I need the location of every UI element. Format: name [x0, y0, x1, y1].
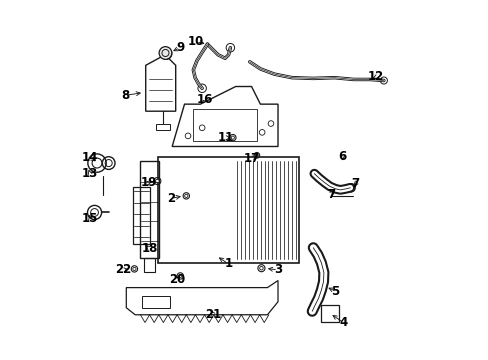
- Circle shape: [159, 47, 171, 59]
- Circle shape: [255, 154, 258, 157]
- Circle shape: [348, 186, 352, 190]
- Text: 18: 18: [142, 242, 158, 255]
- Circle shape: [163, 51, 169, 57]
- Bar: [142, 296, 170, 309]
- Bar: [321, 305, 338, 322]
- Text: 5: 5: [331, 285, 339, 298]
- Text: 1: 1: [224, 257, 232, 270]
- Circle shape: [231, 136, 234, 139]
- Text: 7: 7: [326, 188, 334, 201]
- Text: 13: 13: [81, 167, 98, 180]
- Text: 8: 8: [121, 89, 129, 102]
- Text: 3: 3: [273, 264, 282, 276]
- Text: 4: 4: [339, 316, 347, 329]
- Text: 17: 17: [244, 152, 260, 165]
- Text: 9: 9: [176, 41, 184, 54]
- Text: 21: 21: [205, 308, 221, 321]
- Text: 19: 19: [140, 176, 157, 189]
- Text: 20: 20: [168, 273, 184, 286]
- Text: 12: 12: [367, 71, 383, 84]
- Text: 6: 6: [338, 149, 346, 162]
- Text: 2: 2: [167, 192, 175, 205]
- Bar: [133, 187, 150, 243]
- Bar: [158, 157, 299, 263]
- Bar: [140, 161, 159, 258]
- Circle shape: [160, 48, 171, 59]
- Text: 22: 22: [114, 264, 131, 276]
- Text: 16: 16: [196, 93, 213, 106]
- Circle shape: [155, 179, 159, 183]
- Bar: [156, 123, 170, 130]
- Text: 14: 14: [81, 150, 98, 163]
- Text: 15: 15: [81, 212, 98, 225]
- Text: 10: 10: [187, 35, 203, 48]
- Circle shape: [178, 274, 182, 278]
- Circle shape: [259, 266, 263, 270]
- Text: 7: 7: [351, 177, 359, 190]
- Bar: [143, 258, 155, 273]
- Circle shape: [184, 194, 187, 198]
- Circle shape: [133, 267, 136, 270]
- Text: 11: 11: [218, 131, 234, 144]
